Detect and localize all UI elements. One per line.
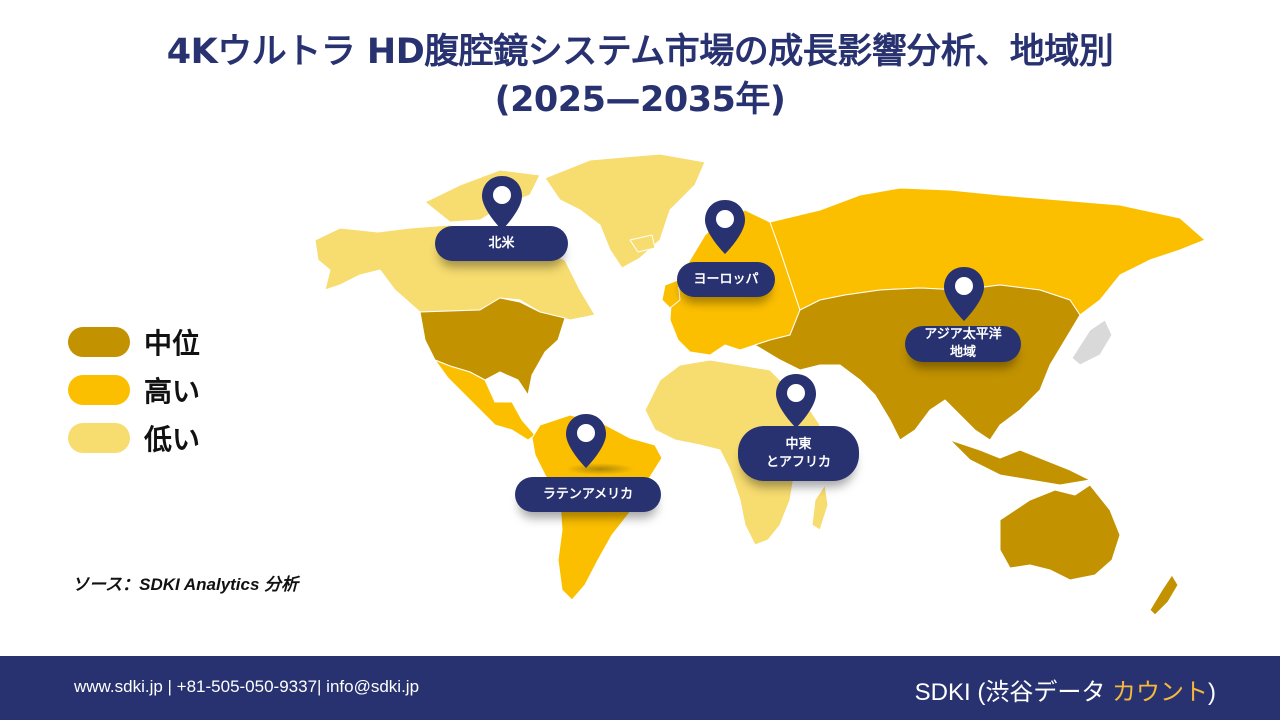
map-pin-icon[interactable] (564, 412, 608, 470)
legend: 中位 高い 低い (68, 318, 200, 462)
map-pin-icon[interactable] (480, 174, 524, 232)
region-uk (661, 279, 681, 309)
brand-prefix: SDKI (渋谷データ (914, 679, 1112, 706)
region-madagascar (811, 484, 829, 531)
region-iceland (629, 234, 656, 253)
legend-swatch-low (68, 423, 130, 453)
region-australia (999, 484, 1121, 581)
region-badge-middle-east-africa[interactable]: 中東 とアフリカ (738, 426, 859, 481)
title-line-1: 4Kウルトラ HD腹腔鏡システム市場の成長影響分析、地域別 (166, 32, 1114, 72)
region-asia (754, 284, 1081, 441)
region-badge-asia-pacific[interactable]: アジア太平洋 地域 (905, 326, 1021, 362)
map-pin-icon[interactable] (774, 372, 818, 430)
brand-suffix: ) (1208, 679, 1216, 706)
title-line-2: (2025—2035年) (494, 80, 786, 120)
map-pin-icon[interactable] (703, 198, 747, 256)
brand-accent: カウント (1112, 679, 1208, 706)
map-pin-icon[interactable] (942, 265, 986, 323)
legend-label: 中位 (144, 327, 201, 360)
legend-item-medium: 中位 (68, 318, 200, 366)
region-usa (419, 297, 566, 396)
region-japan (1071, 319, 1113, 366)
region-new-zealand (1149, 574, 1179, 616)
region-badge-north-america[interactable]: 北米 (435, 226, 568, 261)
page-title: 4Kウルトラ HD腹腔鏡システム市場の成長影響分析、地域別 (2025—2035… (0, 28, 1280, 124)
legend-swatch-medium (68, 327, 130, 357)
region-greenland (544, 153, 706, 269)
footer-brand: SDKI (渋谷データ カウント) (915, 672, 1216, 707)
world-map-svg (314, 153, 1206, 616)
legend-item-low: 低い (68, 414, 200, 462)
region-badge-europe[interactable]: ヨーロッパ (677, 262, 775, 297)
legend-item-high: 高い (68, 366, 200, 414)
region-badge-latin-america[interactable]: ラテンアメリカ (515, 477, 661, 512)
region-africa (644, 359, 821, 546)
legend-label: 高い (144, 375, 201, 408)
footer-contact[interactable]: www.sdki.jp | +81-505-050-9337| info@sdk… (74, 677, 420, 696)
region-sea-islands (949, 439, 1091, 486)
source-note: ソース：SDKI Analytics 分析 (72, 575, 299, 594)
legend-label: 低い (144, 423, 201, 456)
world-map (300, 140, 1230, 620)
pin-shadow (565, 463, 635, 475)
footer: www.sdki.jp | +81-505-050-9337| info@sdk… (0, 656, 1280, 720)
legend-swatch-high (68, 375, 130, 405)
